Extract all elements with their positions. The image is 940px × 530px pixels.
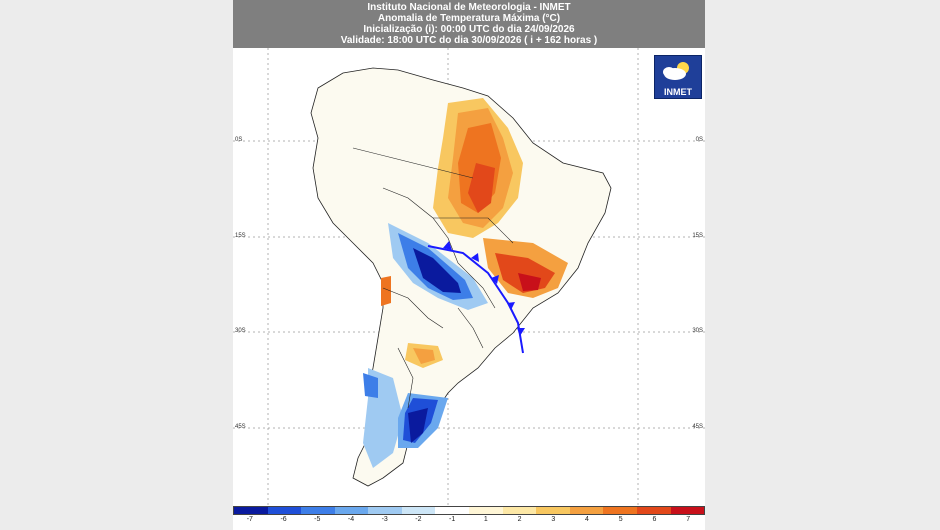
warm-anomalies <box>381 98 568 368</box>
colorbar-label: -7 <box>246 516 253 523</box>
header-variable: Anomalia de Temperatura Máxima (°C) <box>377 13 561 24</box>
header-initialization: Inicialização (i): 00:00 UTC do dia 24/0… <box>363 24 575 35</box>
inmet-logo: INMET <box>654 55 702 99</box>
cold-front <box>427 241 525 354</box>
map-area: 0S 15S 30S 45S 0S 15S 30S 45S <box>233 48 705 506</box>
colorbar-label: -2 <box>415 516 422 523</box>
colorbar-label: 1 <box>483 516 488 523</box>
lat-label-30: 30S <box>235 328 246 334</box>
colorbar-swatch <box>536 507 570 514</box>
lat-label-15: 15S <box>235 233 246 239</box>
cold-anomalies <box>363 223 488 468</box>
colorbar-swatch <box>267 507 302 514</box>
logo-text: INMET <box>664 87 692 97</box>
colorbar-swatches <box>233 506 705 515</box>
colorbar-label: 5 <box>618 516 623 523</box>
colorbar-swatch <box>636 507 671 514</box>
colorbar-label: 6 <box>652 516 657 523</box>
colorbar-label: 7 <box>686 516 691 523</box>
colorbar-label: -3 <box>381 516 388 523</box>
colorbar-label: -5 <box>314 516 321 523</box>
colorbar-swatch <box>469 507 503 514</box>
map-header: Instituto Nacional de Meteorologia - INM… <box>233 0 705 48</box>
lat-label-0: 0S <box>235 137 243 143</box>
colorbar-swatch <box>569 507 604 514</box>
colorbar-label: -6 <box>280 516 287 523</box>
colorbar: -7 -6 -5 -4 -3 -2 -1 1 2 3 4 5 6 7 <box>233 506 705 530</box>
colorbar-swatch <box>670 507 705 514</box>
colorbar-swatch <box>435 507 470 514</box>
sun-cloud-icon <box>663 62 689 80</box>
colorbar-swatch <box>301 507 335 514</box>
colorbar-swatch <box>334 507 369 514</box>
colorbar-swatch <box>234 507 268 514</box>
colorbar-swatch <box>401 507 436 514</box>
colorbar-label: 2 <box>517 516 522 523</box>
lat-label-45: 45S <box>235 424 246 430</box>
lat-label-15-right: 15S <box>692 233 703 239</box>
colorbar-labels: -7 -6 -5 -4 -3 -2 -1 1 2 3 4 5 6 7 <box>233 515 705 527</box>
header-validity: Validade: 18:00 UTC do dia 30/09/2026 ( … <box>340 35 598 46</box>
colorbar-swatch <box>502 507 537 514</box>
anomaly-map <box>233 48 705 506</box>
map-panel: Instituto Nacional de Meteorologia - INM… <box>233 0 705 530</box>
header-institution: Instituto Nacional de Meteorologia - INM… <box>367 2 571 13</box>
colorbar-label: -4 <box>347 516 355 523</box>
lat-label-45-right: 45S <box>692 424 703 430</box>
country-borders <box>352 147 514 409</box>
colorbar-label: 4 <box>585 516 589 523</box>
colorbar-swatch <box>368 507 402 514</box>
colorbar-label: -1 <box>449 516 456 523</box>
colorbar-swatch <box>603 507 637 514</box>
lat-label-30-right: 30S <box>692 328 703 334</box>
colorbar-label: 3 <box>551 516 556 523</box>
lat-label-0-right: 0S <box>695 137 703 143</box>
